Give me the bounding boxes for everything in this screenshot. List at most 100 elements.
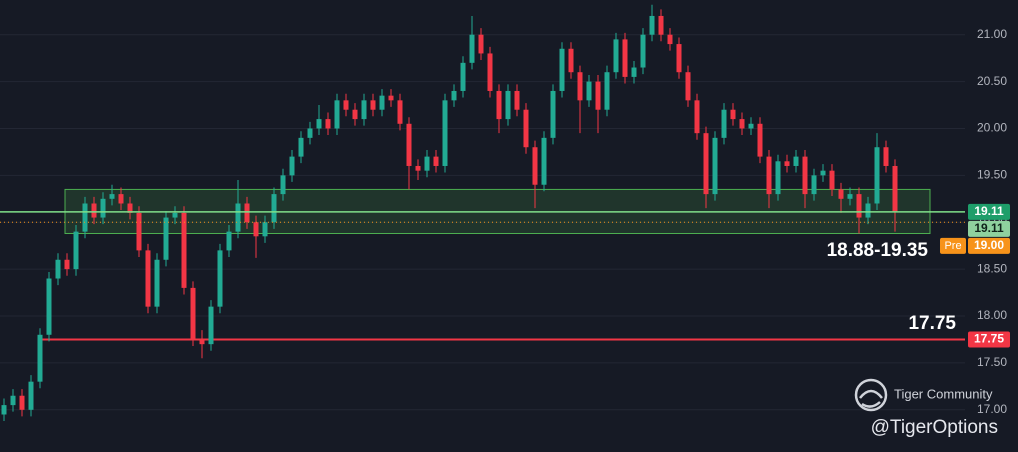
y-tick-label: 21.00 bbox=[977, 27, 1007, 41]
candle-body bbox=[181, 212, 187, 288]
candle-body bbox=[82, 203, 88, 232]
candle-body bbox=[793, 156, 799, 166]
candle-body bbox=[343, 100, 349, 110]
candle-body bbox=[829, 170, 835, 190]
price-tag bbox=[968, 220, 1010, 237]
candle-body bbox=[676, 44, 682, 73]
candle-body bbox=[496, 90, 502, 120]
candle-body bbox=[415, 165, 421, 171]
zone-annotation: 18.88-19.35 bbox=[827, 240, 929, 261]
candle-body bbox=[514, 90, 520, 110]
price-tag-label: 19.11 bbox=[974, 221, 1004, 235]
candle-body bbox=[874, 147, 880, 204]
y-tick-label: 18.00 bbox=[977, 308, 1007, 322]
candle-body bbox=[55, 259, 61, 279]
candle-body bbox=[478, 34, 484, 54]
support-annotation: 17.75 bbox=[908, 313, 956, 334]
candle-body bbox=[667, 34, 673, 45]
candle-body bbox=[271, 194, 277, 223]
candle-body bbox=[694, 100, 700, 134]
candle-body bbox=[595, 81, 601, 110]
candle-body bbox=[820, 170, 826, 176]
candle-body bbox=[604, 72, 610, 110]
candle-body bbox=[298, 137, 304, 157]
candle-body bbox=[640, 34, 646, 68]
price-tag-prefix: Pre bbox=[944, 240, 961, 252]
candle-body bbox=[703, 133, 709, 195]
price-tag bbox=[968, 237, 1010, 254]
candle-body bbox=[190, 287, 196, 340]
candle-body bbox=[154, 259, 160, 307]
price-tag-label: 19.11 bbox=[974, 204, 1004, 218]
candle-body bbox=[352, 109, 358, 120]
candle-body bbox=[172, 212, 178, 218]
candle-body bbox=[838, 189, 844, 199]
candle-body bbox=[541, 137, 547, 185]
candle-body bbox=[334, 100, 340, 129]
candle-body bbox=[649, 15, 655, 35]
candle-body bbox=[775, 161, 781, 195]
candle-body bbox=[208, 306, 214, 345]
candle-body bbox=[622, 39, 628, 77]
candle-body bbox=[856, 194, 862, 218]
candle-body bbox=[442, 100, 448, 166]
candle-body bbox=[370, 100, 376, 110]
candle-body bbox=[883, 147, 889, 166]
candle-body bbox=[802, 156, 808, 195]
price-tag-prefix-box bbox=[940, 237, 966, 254]
candle-body bbox=[487, 53, 493, 91]
candle-body bbox=[226, 231, 232, 251]
candle-body bbox=[865, 203, 871, 218]
candle-body bbox=[163, 217, 169, 260]
watermark-brand: Tiger Community bbox=[894, 386, 993, 401]
candle-body bbox=[505, 90, 511, 120]
candle-body bbox=[784, 161, 790, 166]
candle-body bbox=[100, 198, 106, 218]
y-tick-label: 20.00 bbox=[977, 121, 1007, 135]
candle-body bbox=[145, 250, 151, 307]
watermark-logo bbox=[859, 389, 883, 408]
candle-body bbox=[397, 100, 403, 124]
candle-body bbox=[235, 203, 241, 232]
candle-body bbox=[586, 81, 592, 101]
candle-body bbox=[892, 165, 898, 212]
candle-body bbox=[37, 334, 43, 382]
candle-body bbox=[262, 222, 268, 237]
candle-body bbox=[388, 95, 394, 101]
candle-body bbox=[109, 194, 115, 199]
candle-body bbox=[253, 222, 259, 237]
y-tick-label: 17.00 bbox=[977, 402, 1007, 416]
candle-body bbox=[559, 48, 565, 91]
candle-body bbox=[712, 137, 718, 195]
candle-body bbox=[127, 203, 133, 213]
candle-body bbox=[433, 156, 439, 166]
candle-body bbox=[532, 147, 538, 185]
watermark-logo bbox=[854, 378, 888, 412]
candle-body bbox=[631, 67, 637, 77]
candle-body bbox=[730, 109, 736, 120]
y-tick-label: 20.50 bbox=[977, 74, 1007, 88]
watermark-handle: @TigerOptions bbox=[871, 417, 998, 438]
y-tick-label: 17.50 bbox=[977, 355, 1007, 369]
candle-body bbox=[217, 250, 223, 307]
candle-body bbox=[325, 119, 331, 129]
candle-body bbox=[406, 123, 412, 166]
candle-body bbox=[424, 156, 430, 171]
candle-body bbox=[46, 278, 52, 335]
candle-body bbox=[1, 405, 7, 415]
candle-body bbox=[91, 203, 97, 218]
candle-body bbox=[316, 119, 322, 129]
candle-body bbox=[19, 395, 25, 410]
candle-body bbox=[451, 90, 457, 101]
candle-body bbox=[361, 100, 367, 120]
price-tag bbox=[968, 331, 1010, 348]
candle-body bbox=[550, 90, 556, 138]
candle-body bbox=[469, 34, 475, 63]
candle-body bbox=[280, 175, 286, 195]
candle-body bbox=[460, 62, 466, 91]
candle-body bbox=[289, 156, 295, 176]
price-tag bbox=[968, 203, 1010, 220]
candle-body bbox=[613, 39, 619, 73]
